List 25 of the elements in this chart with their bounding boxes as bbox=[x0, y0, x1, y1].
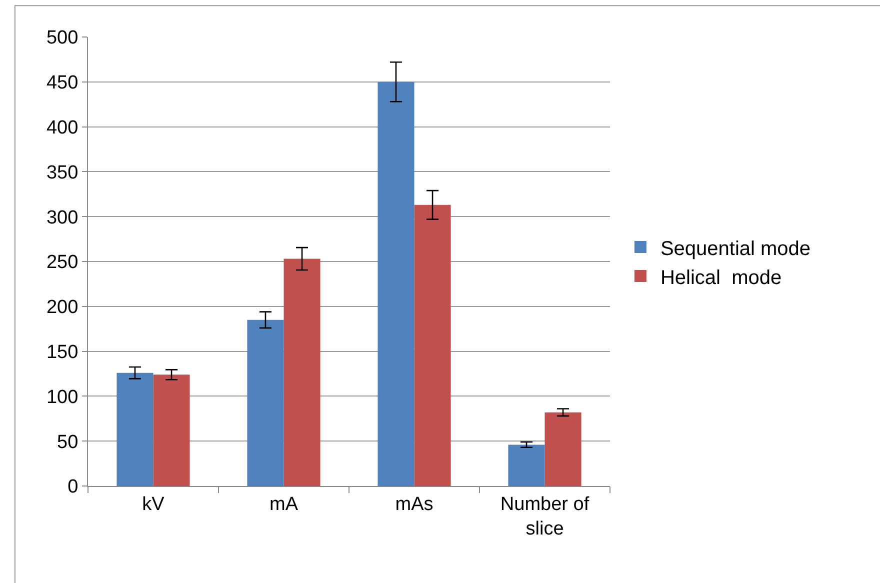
x-tick-label: kV bbox=[142, 494, 165, 515]
y-tick-label: 50 bbox=[57, 432, 78, 453]
bar bbox=[153, 374, 190, 486]
y-tick-label: 100 bbox=[46, 386, 78, 408]
bar bbox=[508, 444, 545, 486]
y-tick-label: 250 bbox=[46, 252, 78, 274]
y-tick-label: 150 bbox=[46, 342, 78, 363]
y-tick-label: 400 bbox=[46, 117, 78, 138]
y-tick-label: 350 bbox=[46, 162, 78, 184]
x-tick-label: Number of slice bbox=[500, 494, 590, 540]
bar bbox=[378, 82, 414, 486]
y-tick-label: 200 bbox=[46, 297, 78, 318]
x-tick-label: mAs bbox=[395, 494, 434, 515]
y-tick-label: 500 bbox=[46, 28, 78, 49]
y-tick-label: 300 bbox=[46, 207, 78, 228]
bar bbox=[284, 258, 320, 486]
y-tick-label: 450 bbox=[46, 72, 78, 94]
bar bbox=[247, 320, 284, 486]
x-tick-label: mA bbox=[270, 494, 298, 515]
bar bbox=[544, 412, 582, 486]
legend-label: Helical mode bbox=[660, 266, 782, 289]
bar bbox=[116, 372, 154, 486]
y-tick-label: 0 bbox=[68, 476, 78, 498]
bar bbox=[414, 204, 451, 486]
legend-label: Sequential mode bbox=[660, 238, 811, 260]
